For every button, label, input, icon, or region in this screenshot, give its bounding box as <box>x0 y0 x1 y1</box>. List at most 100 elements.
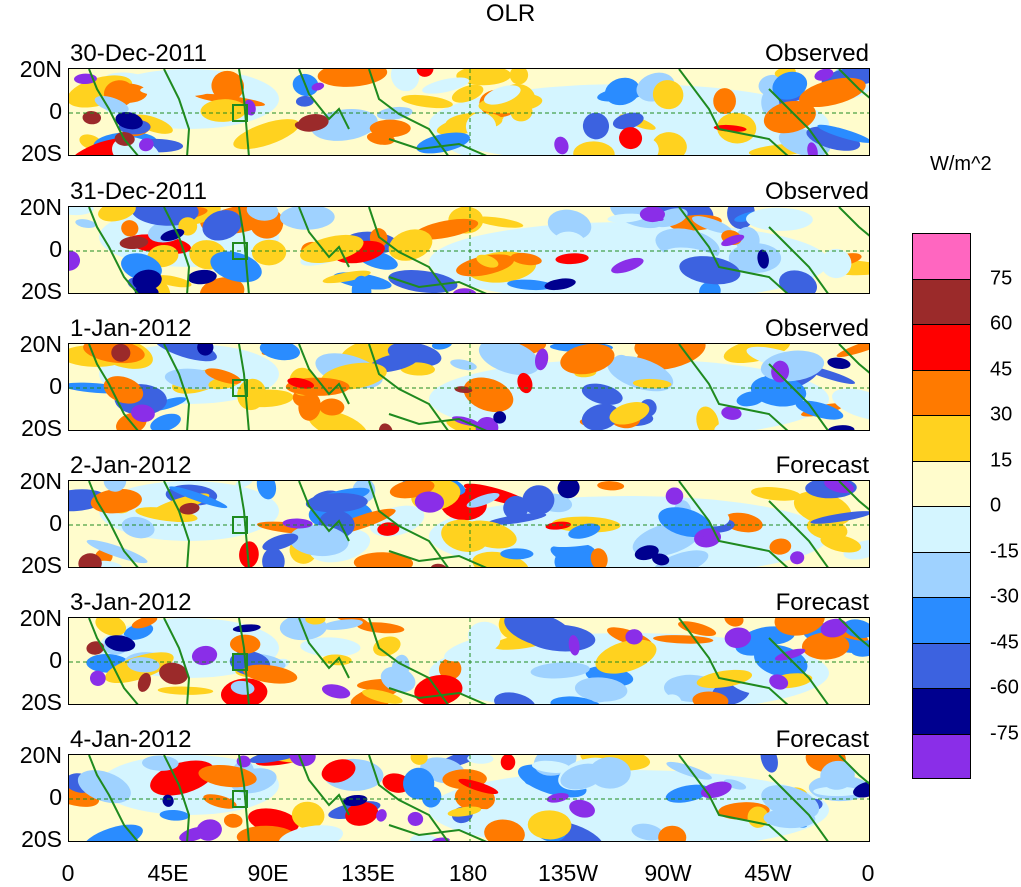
coastline <box>368 481 449 567</box>
olr-anomaly-blob <box>545 521 571 530</box>
olr-anomaly-blob <box>554 136 569 155</box>
olr-anomaly-blob <box>121 220 139 237</box>
olr-anomaly-blob <box>751 487 802 501</box>
coastline <box>298 344 350 405</box>
colorbar-tick-label: -60 <box>990 676 1019 699</box>
olr-anomaly-blob <box>262 533 299 551</box>
olr-anomaly-blob <box>665 487 684 505</box>
coastline <box>768 500 829 567</box>
olr-anomaly-blob <box>666 761 712 780</box>
olr-anomaly-blob <box>724 618 744 627</box>
olr-anomaly-blob <box>658 825 687 841</box>
olr-anomaly-blob <box>422 77 470 94</box>
olr-anomaly-blob <box>560 344 615 375</box>
olr-anomaly-blob <box>760 755 778 773</box>
olr-anomaly-blob <box>86 641 105 655</box>
olr-anomaly-blob <box>239 541 259 567</box>
olr-anomaly-blob <box>724 627 752 649</box>
olr-anomaly-blob <box>546 792 569 803</box>
olr-anomaly-blob <box>517 372 533 394</box>
olr-anomaly-blob <box>179 502 200 515</box>
coastline <box>238 207 250 293</box>
olr-anomaly-blob <box>799 77 866 107</box>
colorbar-swatch <box>912 597 971 643</box>
olr-anomaly-blob <box>98 207 136 222</box>
coastline <box>768 88 829 155</box>
olr-anomaly-blob <box>82 111 102 125</box>
olr-anomaly-blob <box>484 819 525 841</box>
colorbar-tick-label: -75 <box>990 722 1019 744</box>
olr-anomaly-blob <box>69 250 81 271</box>
olr-anomaly-blob <box>607 213 645 223</box>
colorbar-tick-label: 30 <box>990 403 1013 426</box>
olr-anomaly-blob <box>251 239 287 266</box>
olr-anomaly-blob <box>595 639 657 674</box>
coastline <box>838 618 869 648</box>
olr-anomaly-blob <box>661 694 682 704</box>
olr-anomaly-blob <box>373 636 401 657</box>
olr-anomaly-blob <box>103 376 144 404</box>
olr-anomaly-blob <box>137 672 151 692</box>
olr-anomaly-blob <box>769 674 789 690</box>
olr-anomaly-blob <box>210 251 262 283</box>
olr-anomaly-blob <box>774 648 806 661</box>
olr-anomaly-blob <box>342 794 368 807</box>
olr-anomaly-blob <box>191 645 218 666</box>
olr-anomaly-blob <box>813 786 861 797</box>
olr-anomaly-blob <box>827 357 851 369</box>
olr-anomaly-blob <box>259 344 301 361</box>
olr-anomaly-blob <box>772 71 808 100</box>
olr-anomaly-blob <box>555 253 589 265</box>
colorbar-tick-label: 0 <box>990 494 1002 517</box>
longitude-tick-label: 180 <box>448 860 488 886</box>
olr-anomaly-blob <box>202 210 242 241</box>
olr-anomaly-blob <box>289 525 349 557</box>
olr-anomaly-blob <box>119 236 149 250</box>
colorbar-swatch <box>912 369 971 415</box>
olr-anomaly-blob <box>678 621 717 636</box>
olr-anomaly-blob <box>795 400 844 420</box>
olr-anomaly-blob <box>568 635 580 656</box>
olr-anomaly-blob <box>771 360 790 383</box>
olr-anomaly-blob <box>282 518 313 529</box>
coastline <box>678 481 789 567</box>
olr-anomaly-blob <box>279 207 335 230</box>
olr-anomaly-blob <box>199 277 245 293</box>
olr-anomaly-blob <box>503 495 529 520</box>
olr-anomaly-blob <box>317 69 388 87</box>
olr-anomaly-blob <box>643 212 664 222</box>
coastline <box>298 207 350 268</box>
olr-anomaly-blob <box>807 142 818 155</box>
olr-anomaly-blob <box>155 275 192 288</box>
latitude-tick-label: 0 <box>49 784 62 810</box>
olr-map-panel <box>68 68 870 156</box>
olr-anomaly-blob <box>696 406 719 430</box>
olr-anomaly-blob <box>431 344 453 350</box>
olr-anomaly-blob <box>246 207 279 221</box>
coastline <box>388 138 487 155</box>
coastline <box>678 618 789 704</box>
coastline <box>768 363 829 430</box>
olr-anomaly-blob <box>652 80 684 110</box>
latitude-tick-label: 0 <box>49 236 62 262</box>
olr-anomaly-blob <box>75 219 96 228</box>
coastline <box>368 207 449 293</box>
panel-kind-label: Observed <box>764 315 869 342</box>
olr-anomaly-blob <box>522 485 555 516</box>
olr-anomaly-blob <box>604 77 640 106</box>
olr-anomaly-blob <box>463 377 514 413</box>
coastline <box>88 344 139 430</box>
olr-anomaly-blob <box>665 784 710 803</box>
olr-map-panel <box>68 617 870 705</box>
olr-anomaly-blob <box>413 218 479 240</box>
latitude-tick-label: 0 <box>49 98 62 124</box>
olr-anomaly-blob <box>249 755 308 764</box>
colorbar-tick-label: 75 <box>990 267 1013 289</box>
olr-anomaly-blob <box>625 629 643 645</box>
olr-anomaly-blob <box>295 95 314 107</box>
colorbar-swatch <box>912 233 971 279</box>
colorbar-swatch <box>912 551 971 597</box>
olr-anomaly-blob <box>510 102 533 122</box>
olr-anomaly-blob <box>123 623 154 640</box>
latitude-tick-label: 0 <box>49 510 62 536</box>
